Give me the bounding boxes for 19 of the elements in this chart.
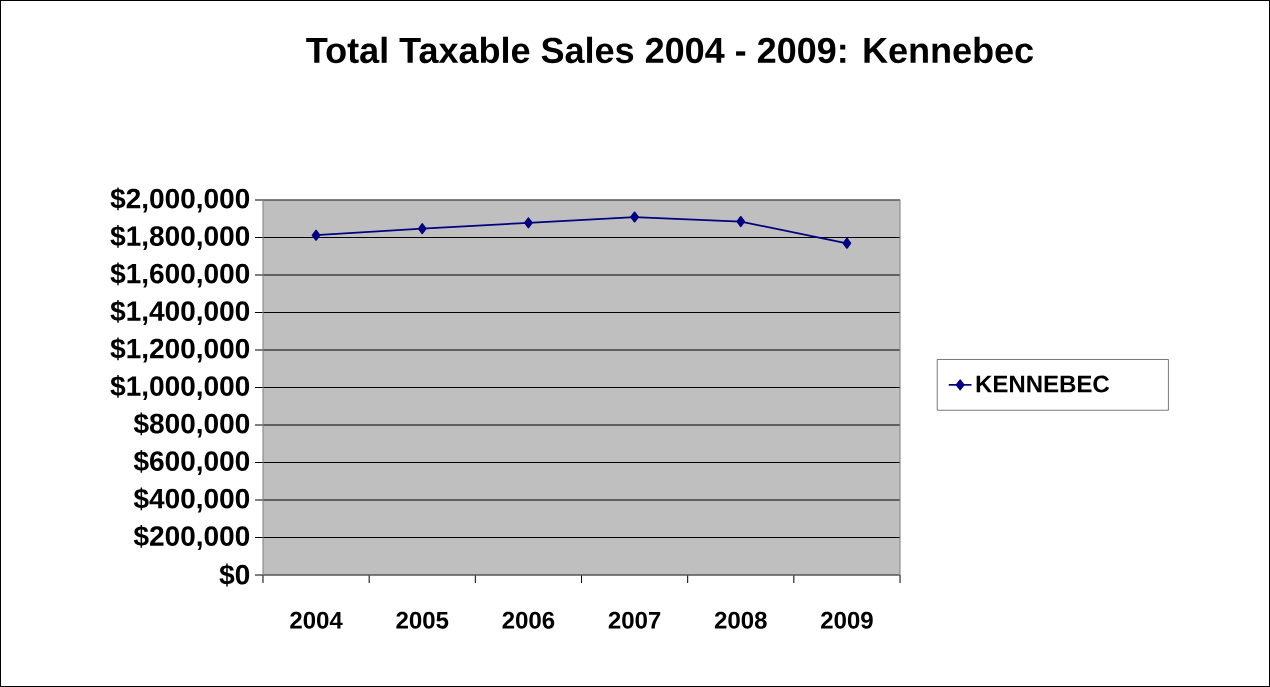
y-tick-label: $1,600,000 <box>110 262 250 288</box>
y-tick-label: $1,800,000 <box>110 224 250 251</box>
y-tick-label: $0 <box>219 563 250 587</box>
y-tick-label: $400,000 <box>133 487 250 513</box>
x-tick-label: 2005 <box>396 611 449 629</box>
y-tick-label: $800,000 <box>133 412 250 438</box>
x-tick-label: 2007 <box>608 611 661 629</box>
y-tick-label: $1,400,000 <box>110 299 250 326</box>
y-tick-label: $200,000 <box>133 524 250 551</box>
x-tick-label: 2004 <box>290 611 343 629</box>
y-tick-label: $1,000,000 <box>110 374 250 401</box>
y-tick-label: $2,000,000 <box>110 187 250 213</box>
y-tick-label: $1,200,000 <box>110 337 250 363</box>
legend-label: KENNEBEC <box>976 375 1110 393</box>
y-tick-label: $600,000 <box>133 449 250 476</box>
x-tick-label: 2009 <box>821 611 873 629</box>
x-tick-label: 2008 <box>714 611 767 629</box>
x-tick-label: 2006 <box>502 611 555 629</box>
chart-title: Total Taxable Sales 2004 - 2009: Kennebec <box>306 36 1034 64</box>
